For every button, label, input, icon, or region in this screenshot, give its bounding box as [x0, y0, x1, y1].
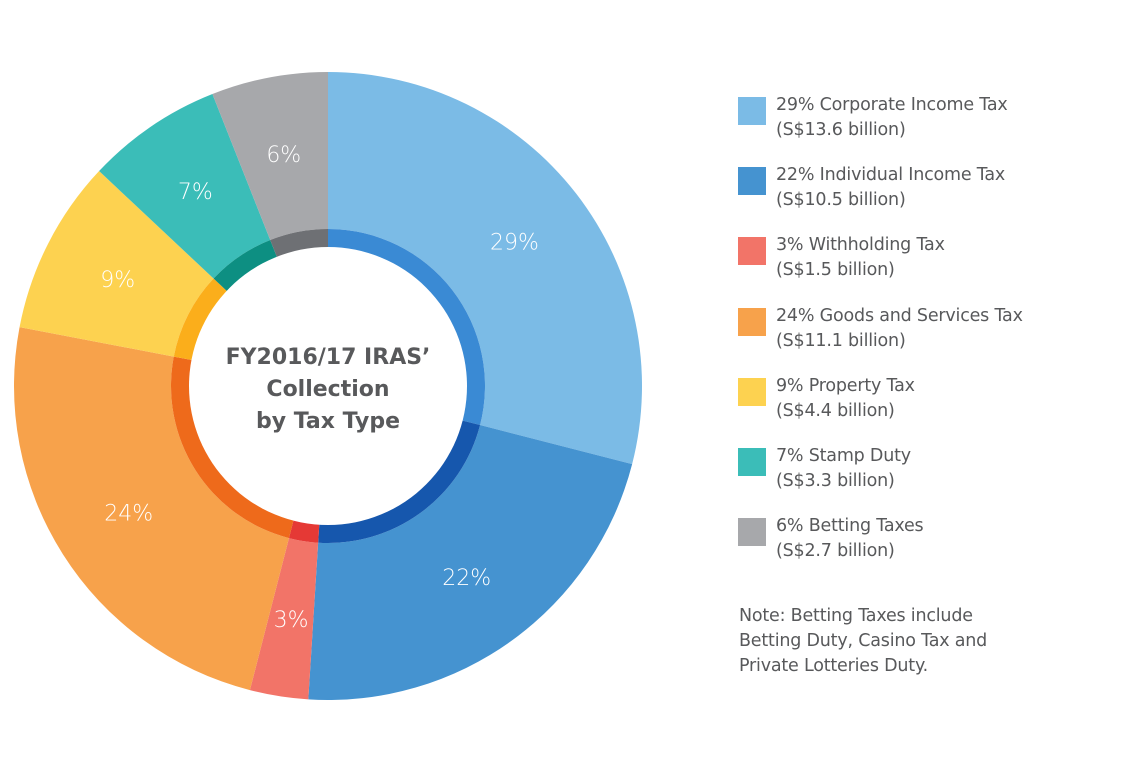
slice-withholding-tax: [249, 538, 319, 700]
ring-segment-stamp-duty: [213, 240, 278, 292]
note-line-1: Note: Betting Taxes include: [739, 606, 973, 626]
outer-slices: [13, 72, 642, 701]
slice-corporate-income-tax: [328, 72, 642, 465]
legend-amount: (S$4.4 billion): [776, 400, 895, 421]
note-line-3: Private Lotteries Duty.: [739, 656, 928, 676]
ring-segment-property-tax: [173, 278, 228, 361]
center-title-line-3: by Tax Type: [256, 409, 400, 434]
slice-label-stamp-duty: 7%: [178, 180, 213, 205]
legend-swatch: [738, 237, 766, 266]
note: Note: Betting Taxes include Betting Duty…: [739, 604, 987, 679]
slice-label-property-tax: 9%: [100, 268, 135, 293]
inner-ring: [170, 229, 485, 543]
legend-swatch: [738, 307, 766, 336]
legend-swatch: [738, 447, 766, 476]
slice-label-betting-taxes: 6%: [266, 143, 301, 168]
legend-item-corporate-income-tax: 29% Corporate Income Tax (S$13.6 billion…: [738, 93, 1138, 163]
legend-amount: (S$10.5 billion): [776, 190, 906, 211]
legend-item-withholding-tax: 3% Withholding Tax (S$1.5 billion): [738, 233, 1138, 303]
note-line-2: Betting Duty, Casino Tax and: [739, 631, 988, 651]
center-title-line-1: FY2016/17 IRAS’: [226, 345, 431, 370]
legend-item-property-tax: 9% Property Tax (S$4.4 billion): [738, 374, 1138, 444]
legend-item-goods-and-services-tax: 24% Goods and Services Tax (S$11.1 billi…: [738, 304, 1138, 374]
legend-item-betting-taxes: 6% Betting Taxes (S$2.7 billion): [738, 514, 1138, 584]
legend-swatch: [738, 518, 766, 547]
slice-betting-taxes: [212, 72, 328, 241]
legend-label: 6% Betting Taxes: [776, 516, 924, 537]
ring-segment-individual-income-tax: [318, 420, 481, 543]
slice-label-withholding-tax: 3%: [274, 608, 309, 633]
legend-swatch: [738, 167, 766, 196]
legend-amount: (S$11.1 billion): [776, 330, 906, 351]
legend-item-stamp-duty: 7% Stamp Duty (S$3.3 billion): [738, 444, 1138, 514]
slice-label-individual-income-tax: 22%: [442, 566, 491, 591]
legend-swatch: [738, 97, 766, 125]
slice-labels: 29% 22% 3% 24% 9% 7% 6%: [100, 143, 539, 633]
ring-segment-goods-and-services-tax: [170, 356, 294, 539]
legend-label: 22% Individual Income Tax: [776, 165, 1006, 186]
legend-label: 24% Goods and Services Tax: [776, 305, 1023, 326]
ring-segment-betting-taxes: [270, 229, 328, 258]
legend: 29% Corporate Income Tax (S$13.6 billion…: [738, 93, 1138, 584]
donut-chart: 29% 22% 3% 24% 9% 7% 6% FY2016/17 IRAS’ Collec…: [13, 72, 642, 701]
legend-amount: (S$13.6 billion): [776, 120, 906, 140]
slice-label-goods-and-services-tax: 24%: [104, 501, 153, 526]
legend-amount: (S$2.7 billion): [776, 541, 895, 562]
legend-swatch: [738, 377, 766, 406]
legend-amount: (S$3.3 billion): [776, 470, 895, 491]
slice-stamp-duty: [99, 94, 271, 279]
slice-property-tax: [19, 171, 214, 357]
legend-label: 29% Corporate Income Tax: [776, 95, 1008, 115]
ring-segment-withholding-tax: [288, 519, 320, 543]
slice-label-corporate-income-tax: 29%: [490, 230, 539, 255]
legend-label: 3% Withholding Tax: [776, 235, 945, 256]
slice-goods-and-services-tax: [13, 327, 289, 691]
legend-label: 7% Stamp Duty: [776, 445, 911, 466]
legend-item-individual-income-tax: 22% Individual Income Tax (S$10.5 billio…: [738, 163, 1138, 233]
center-title-line-2: Collection: [266, 377, 389, 402]
legend-amount: (S$1.5 billion): [776, 260, 895, 281]
slice-individual-income-tax: [308, 425, 633, 701]
center-hole: [189, 247, 467, 525]
legend-label: 9% Property Tax: [776, 375, 915, 396]
